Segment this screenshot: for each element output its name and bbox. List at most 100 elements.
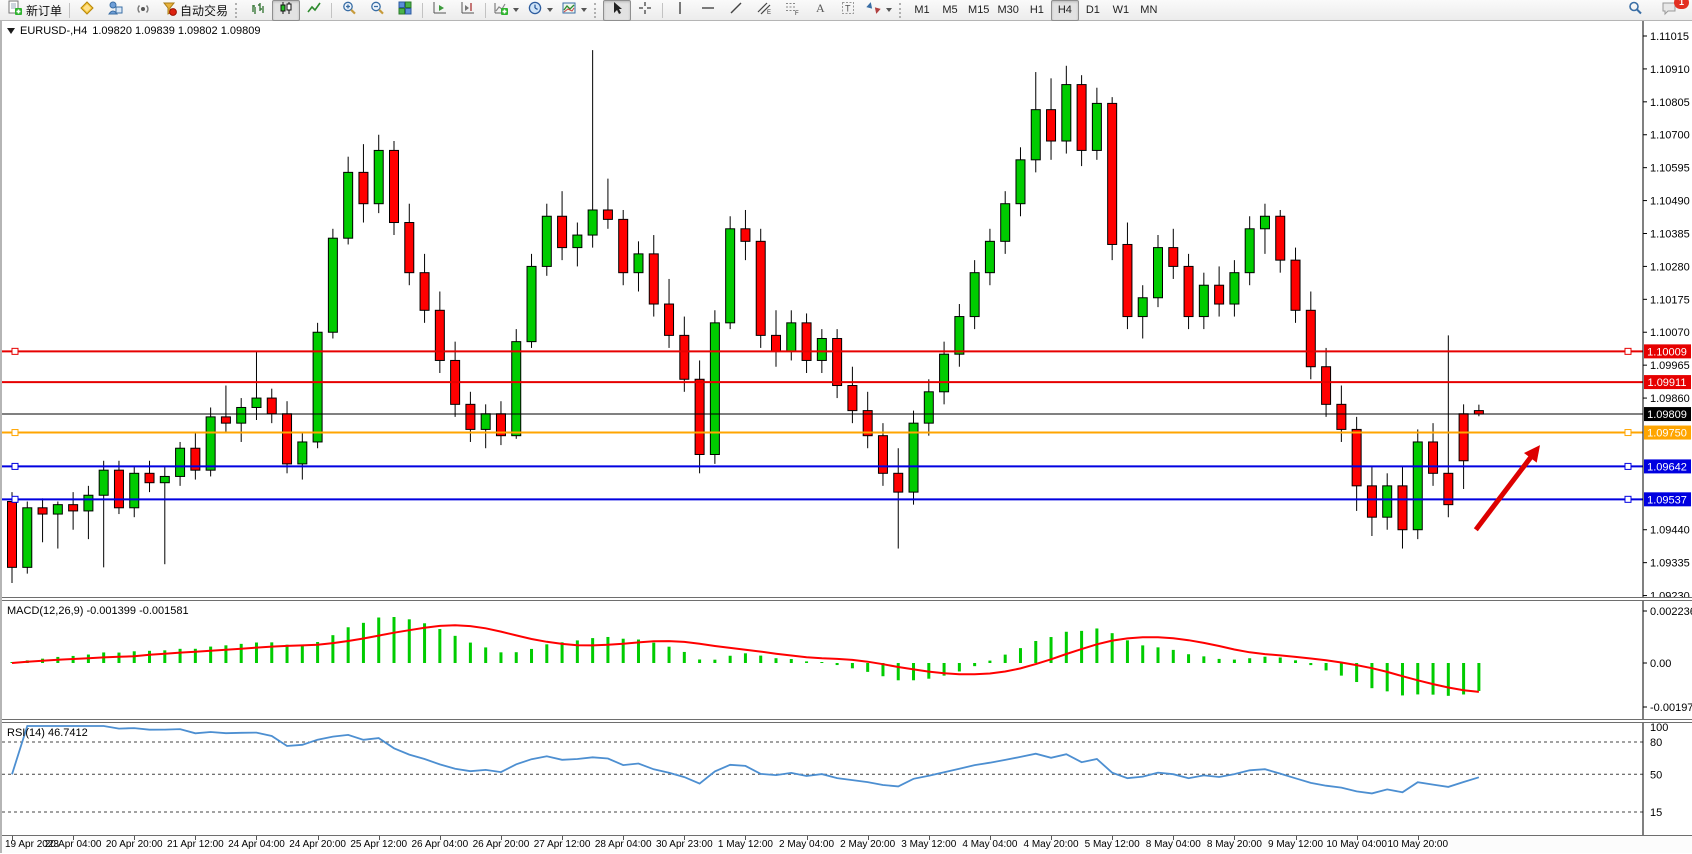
time-tick [1112,836,1114,840]
new-order-icon [7,0,23,21]
text-label-button[interactable]: T [834,0,862,21]
candle-body [954,316,965,355]
fibonacci-icon: F [784,0,800,21]
macd-bar [667,646,671,663]
line-handle[interactable] [1624,347,1632,355]
templates-button[interactable] [557,0,591,21]
price-chart-canvas[interactable]: 1.11015 1.10910 1.10805 1.10700 1.10595 1.104… [2,21,1692,597]
rsi-axis-label: 50 [1650,769,1662,781]
price-level-box [1644,492,1691,507]
candle-body [1153,247,1163,299]
timeframe-m30-button[interactable]: M30 [997,4,1019,16]
cursor-button[interactable] [603,0,632,21]
macd-bar [575,640,579,663]
line-handle[interactable] [11,347,19,355]
time-label: 20 Apr 04:00 [44,839,102,850]
terminal-button[interactable] [101,0,129,21]
chart-shift-button[interactable] [454,0,482,21]
pane-splitter[interactable] [2,597,1692,601]
time-label: 24 Apr 04:00 [228,839,285,850]
fibonacci-button[interactable]: F [778,0,806,21]
auto-scroll-button[interactable] [426,0,454,21]
candle-body [373,149,384,205]
zoom-out-icon [369,0,385,21]
candle-body [1428,441,1439,474]
macd-bar [285,644,289,663]
equidistant-channel-button[interactable]: E [750,0,778,21]
zoom-out-button[interactable] [363,0,391,21]
signals-button[interactable] [129,0,157,21]
periods-button[interactable] [523,0,557,21]
timeframe-h4-button[interactable]: H4 [1050,0,1079,21]
macd-bar [331,635,335,663]
timeframe-mn-button[interactable]: MN [1140,4,1158,16]
macd-bar [881,663,885,677]
chart-ohlc-quotes: 1.09820 1.09839 1.09802 1.09809 [92,25,261,37]
line-chart-button[interactable] [300,0,328,21]
text-button[interactable]: A [806,0,834,21]
line-handle[interactable] [11,495,19,503]
timeframe-m5-button[interactable]: M5 [942,4,958,16]
candle-body [771,334,781,352]
timeframe-w1-button[interactable]: W1 [1112,4,1130,16]
svg-text:E: E [767,10,771,16]
candlestick-chart-button[interactable] [272,0,301,21]
time-tick [867,836,869,840]
tile-windows-button[interactable] [391,0,419,21]
vertical-line-button[interactable] [666,0,694,21]
line-handle[interactable] [11,462,19,470]
candle-body [587,209,598,236]
macd-bar [407,619,411,663]
candle-body [1244,228,1255,274]
macd-bar [438,629,442,663]
candle-body [1412,441,1423,531]
new-order-button[interactable]: 新订单 [3,0,66,21]
metaeditor-button[interactable] [73,0,101,21]
time-label: 28 Apr 04:00 [594,839,652,850]
search-icon [1627,0,1643,21]
timeframe-d1-button[interactable]: D1 [1085,4,1100,16]
time-tick [1234,836,1236,840]
macd-bar [377,617,381,663]
auto-scroll-icon [432,0,448,21]
autotrading-button[interactable]: 自动交易 [157,0,232,21]
crosshair-button[interactable] [631,0,659,21]
timeframe-m15-button[interactable]: M15 [968,4,990,16]
candle-body [725,228,736,324]
bar-chart-button[interactable] [244,0,272,21]
time-label: 26 Apr 04:00 [411,839,469,850]
line-handle[interactable] [1624,462,1632,470]
price-axis[interactable]: 1.11015 1.10910 1.10805 1.10700 1.10595 1.104… [1642,21,1691,597]
price-level-label: 1.09911 [1648,377,1687,389]
zoom-in-button[interactable] [335,0,363,21]
candle-body [190,447,201,471]
macd-pane: 0.002236 0.00 -0.001971 MACD(12,26,9) -0.0… [2,601,1692,719]
arrows-button[interactable] [862,0,896,21]
timeframe-m1-button[interactable]: M1 [914,4,930,16]
collapse-chart-icon[interactable] [7,28,15,34]
time-tick [1051,836,1053,840]
trendline-button[interactable] [722,0,750,21]
search-button[interactable] [1621,0,1649,21]
macd-bar [636,639,640,663]
line-handle[interactable] [1624,429,1632,437]
candle-body [877,435,888,474]
pane-splitter[interactable] [2,719,1692,723]
horizontal-line-button[interactable] [694,0,722,21]
arrow-head [1523,445,1540,463]
time-tick [684,836,686,840]
notifications-button[interactable]: 1 [1655,0,1689,21]
price-tick-label: 1.10175 [1650,294,1690,306]
timeframe-h1-button[interactable]: H1 [1029,4,1044,16]
time-tick [12,836,13,840]
time-tick [745,836,747,840]
time-axis[interactable]: 19 Apr 2023 20 Apr 04:00 20 Apr 20:00 21 Ap… [2,835,1692,853]
trend-arrow-annotation[interactable] [1473,445,1540,532]
price-tick-label: 1.09860 [1650,393,1690,405]
indicators-button[interactable] [489,0,523,21]
candlestick-series [7,50,1484,584]
candle-body [113,469,124,509]
macd-bar [423,623,427,663]
line-handle[interactable] [11,429,19,437]
line-handle[interactable] [1624,495,1632,503]
